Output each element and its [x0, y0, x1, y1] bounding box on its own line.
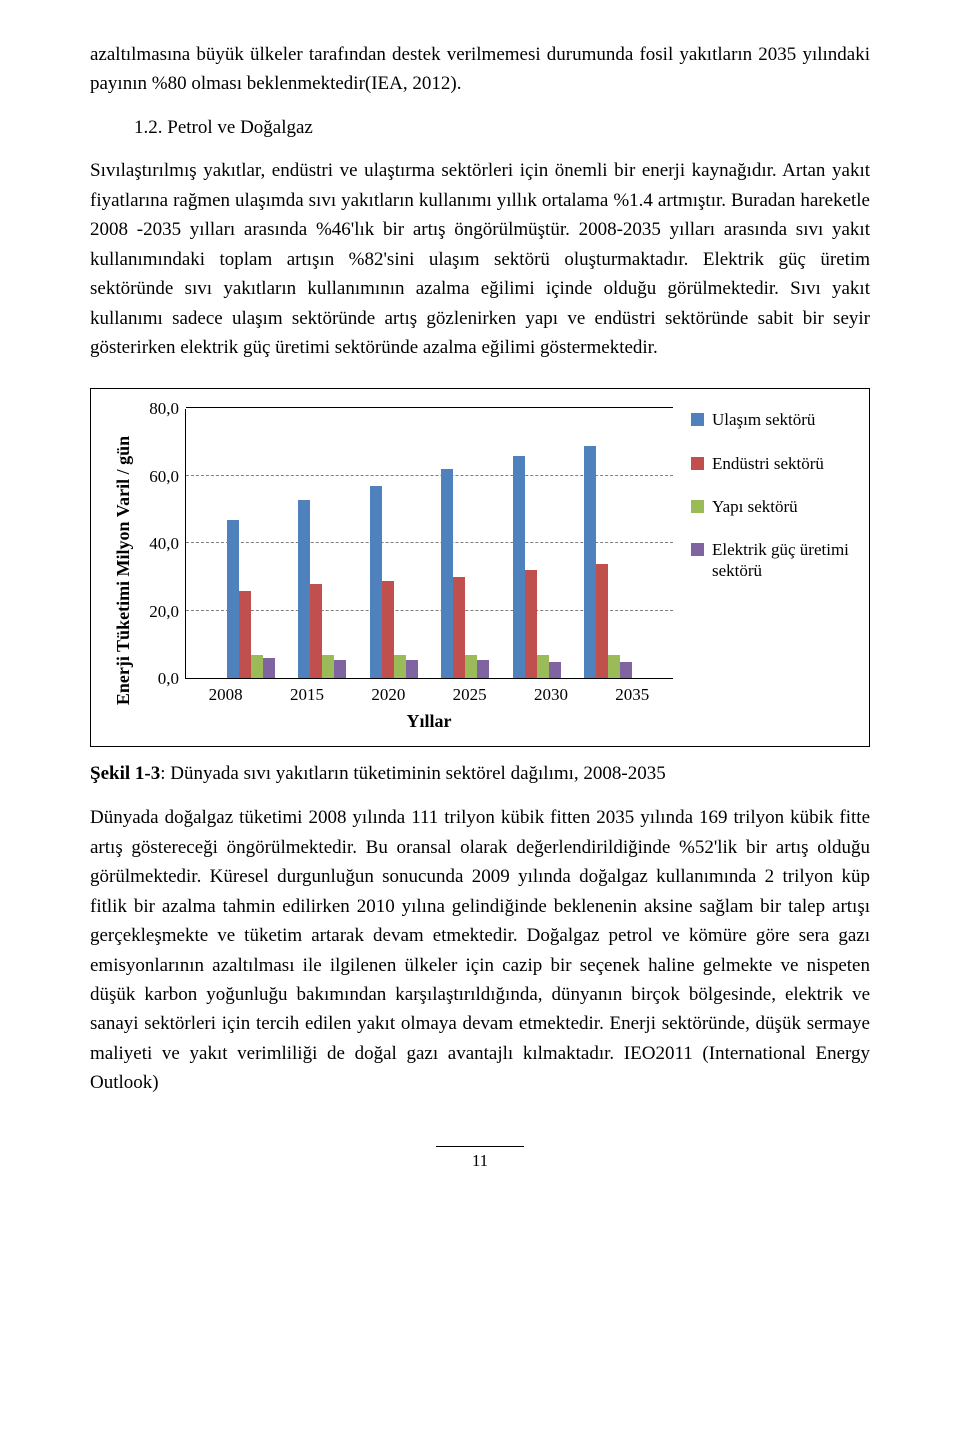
y-tick: 40,0 [149, 534, 179, 554]
figure-caption-text: : Dünyada sıvı yakıtların tüketiminin se… [160, 763, 666, 784]
legend-swatch [691, 543, 704, 556]
x-tick: 2020 [348, 685, 429, 705]
plot-col: 200820152020202520302035 Yıllar [185, 409, 673, 732]
heading-1-2: 1.2. Petrol ve Doğalgaz [90, 113, 870, 142]
page-number-area: 11 [90, 1146, 870, 1171]
chart-body: Enerji Tüketimi Milyon Varil / gün 0,0 20… [109, 409, 851, 732]
bar [453, 577, 465, 678]
bar [394, 655, 406, 679]
y-axis-label: Enerji Tüketimi Milyon Varil / gün [114, 436, 135, 705]
grid-line [186, 407, 673, 408]
bar-group [513, 456, 561, 679]
paragraph-4: Dünyada doğalgaz tüketimi 2008 yılında 1… [90, 803, 870, 1097]
legend-item: Elektrik güç üretimi sektörü [691, 539, 851, 582]
y-tick: 60,0 [149, 467, 179, 487]
x-tick: 2035 [592, 685, 673, 705]
bar [322, 655, 334, 679]
y-tick: 80,0 [149, 399, 179, 419]
bar [584, 446, 596, 679]
x-tick: 2030 [510, 685, 591, 705]
bar [334, 660, 346, 679]
bar [370, 486, 382, 678]
y-tick: 0,0 [158, 669, 179, 689]
bar [525, 570, 537, 678]
bar [251, 655, 263, 679]
bar-group [441, 469, 489, 678]
bar-group [227, 520, 275, 679]
bar-group [584, 446, 632, 679]
paragraph-1: azaltılmasına büyük ülkeler tarafından d… [90, 40, 870, 99]
legend-label: Elektrik güç üretimi sektörü [712, 539, 851, 582]
bar [608, 655, 620, 679]
bar-group [298, 500, 346, 679]
bar [465, 655, 477, 679]
bar [239, 591, 251, 679]
x-axis-label: Yıllar [185, 711, 673, 732]
figure-caption: Şekil 1-3: Dünyada sıvı yakıtların tüket… [90, 763, 870, 785]
x-tick: 2015 [266, 685, 347, 705]
legend-label: Yapı sektörü [712, 496, 798, 517]
bar [441, 469, 453, 678]
page: azaltılmasına büyük ülkeler tarafından d… [0, 0, 960, 1211]
bar [513, 456, 525, 679]
bar [263, 658, 275, 678]
x-axis-ticks: 200820152020202520302035 [185, 685, 673, 705]
bar [537, 655, 549, 679]
bar [620, 662, 632, 679]
figure-caption-label: Şekil 1-3 [90, 763, 160, 784]
plot-area [185, 409, 673, 679]
bar [310, 584, 322, 679]
x-tick: 2025 [429, 685, 510, 705]
legend-label: Ulaşım sektörü [712, 409, 815, 430]
legend: Ulaşım sektörü Endüstri sektörü Yapı sektö… [673, 409, 851, 732]
legend-swatch [691, 457, 704, 470]
bar [298, 500, 310, 679]
chart-frame: Enerji Tüketimi Milyon Varil / gün 0,0 20… [90, 388, 870, 747]
x-tick: 2008 [185, 685, 266, 705]
legend-item: Endüstri sektörü [691, 453, 851, 474]
y-tick: 20,0 [149, 602, 179, 622]
bar [596, 564, 608, 679]
paragraph-3: Sıvılaştırılmış yakıtlar, endüstri ve ul… [90, 156, 870, 362]
bar [549, 662, 561, 679]
bar [382, 581, 394, 679]
bar [477, 660, 489, 679]
y-ticks: 0,020,040,060,080,0 [139, 409, 185, 679]
bar-group [370, 486, 418, 678]
page-number: 11 [436, 1146, 524, 1171]
legend-item: Ulaşım sektörü [691, 409, 851, 430]
legend-label: Endüstri sektörü [712, 453, 824, 474]
bar [406, 660, 418, 679]
y-axis-label-col: Enerji Tüketimi Milyon Varil / gün [109, 409, 139, 732]
legend-item: Yapı sektörü [691, 496, 851, 517]
legend-swatch [691, 500, 704, 513]
legend-swatch [691, 413, 704, 426]
bar [227, 520, 239, 679]
